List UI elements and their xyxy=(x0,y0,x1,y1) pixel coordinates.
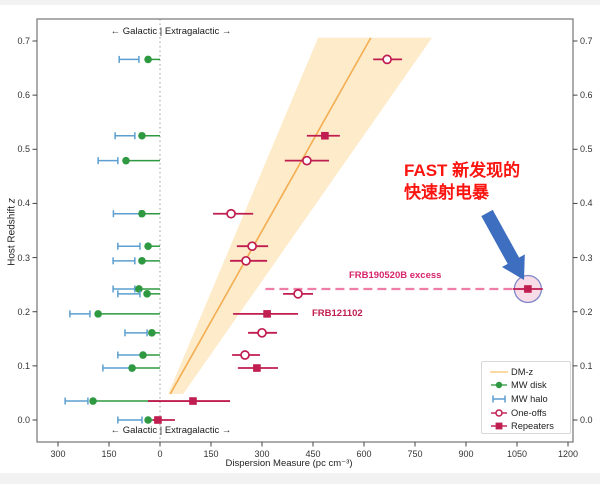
one-off-frb-point xyxy=(293,288,303,299)
top-gray-strip xyxy=(0,0,600,5)
dmz-uncertainty-band xyxy=(168,37,432,395)
mw-disk-point xyxy=(138,131,146,140)
dmz-relation-line xyxy=(169,37,372,395)
mw-disk-point xyxy=(143,290,151,298)
mw-disk-point xyxy=(139,351,147,359)
mw-disk-point xyxy=(94,310,102,318)
mw-disk-point xyxy=(138,257,146,265)
mw-disk-point xyxy=(128,364,136,372)
mw-disk-point xyxy=(89,397,97,405)
repeater-frb-point xyxy=(154,416,162,424)
one-off-frb-point xyxy=(226,208,236,219)
bottom-gray-strip xyxy=(0,473,600,484)
repeater-frb-point xyxy=(253,364,261,372)
one-off-frb-point xyxy=(257,327,267,338)
mw-disk-point xyxy=(144,242,152,251)
one-off-frb-point xyxy=(247,241,257,252)
repeater-frb-point xyxy=(524,285,532,293)
plot-frame xyxy=(36,18,574,443)
repeater-frb-point xyxy=(189,397,197,405)
mw-disk-point xyxy=(144,416,152,424)
repeater-frb-point xyxy=(263,310,271,318)
one-off-frb-point xyxy=(302,155,312,166)
one-off-frb-point xyxy=(241,255,251,266)
one-off-frb-point xyxy=(240,350,250,360)
mw-disk-point xyxy=(135,285,143,293)
mw-disk-point xyxy=(122,156,130,165)
mw-disk-point xyxy=(148,329,156,337)
repeater-frb-point xyxy=(321,131,329,140)
mw-disk-point xyxy=(138,209,146,218)
one-off-frb-point xyxy=(382,54,392,65)
mw-disk-point xyxy=(144,55,152,64)
callout-arrow-icon xyxy=(481,209,525,280)
